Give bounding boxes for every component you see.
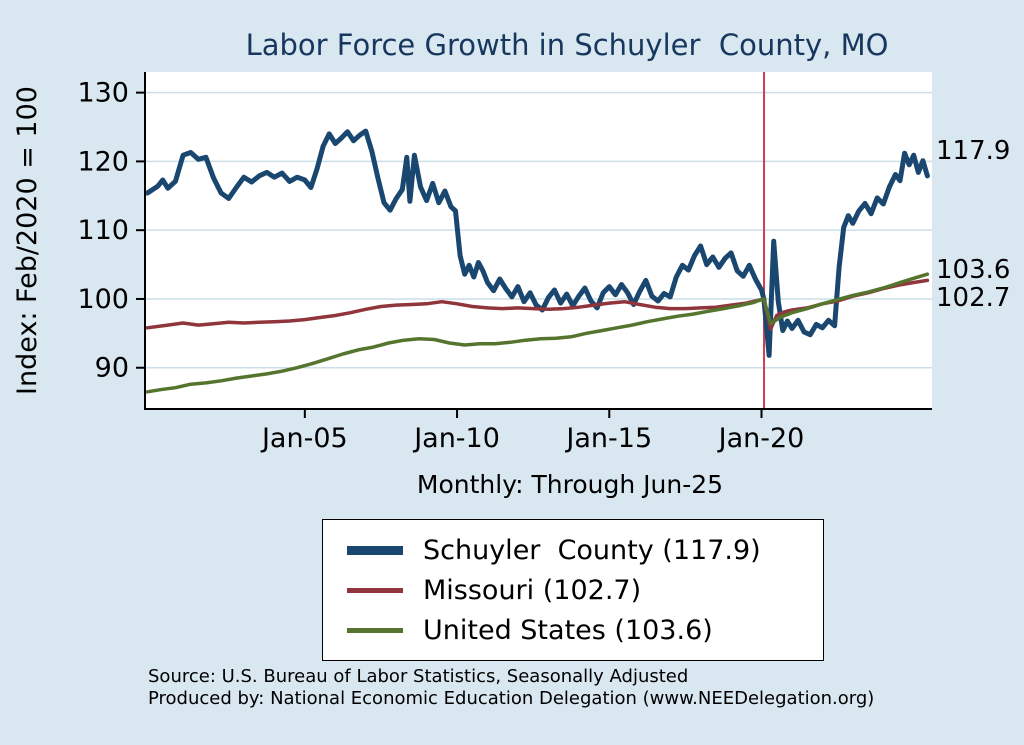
y-tick-label: 120	[77, 146, 129, 177]
y-tick-label: 90	[95, 353, 129, 384]
legend-row-missouri: Missouri (102.7)	[323, 570, 823, 610]
source-line-1: Source: U.S. Bureau of Labor Statistics,…	[148, 666, 689, 687]
chart-title: Labor Force Growth in Schuyler County, M…	[245, 28, 889, 62]
x-tick-label: Jan-10	[412, 423, 500, 454]
legend-row-schuyler-county: Schuyler County (117.9)	[323, 530, 823, 570]
plot-area	[145, 72, 932, 409]
legend: Schuyler County (117.9) Missouri (102.7)…	[322, 519, 824, 661]
legend-label-united-states: United States (103.6)	[423, 614, 713, 646]
legend-swatch-united-states	[347, 627, 403, 633]
series-line-schuyler-county	[144, 128, 930, 358]
x-tick-label: Jan-15	[564, 423, 652, 454]
legend-swatch-schuyler-county	[347, 545, 403, 555]
y-tick-label: 110	[77, 215, 129, 246]
end-label-missouri: 102.7	[936, 283, 1011, 313]
series-line-missouri	[145, 278, 930, 331]
end-label-united-states: 103.6	[936, 255, 1011, 285]
y-tick-label: 130	[77, 78, 129, 109]
x-axis-subtitle: Monthly: Through Jun-25	[416, 470, 724, 499]
end-label-schuyler-county: 117.9	[936, 136, 1011, 166]
series-line-united-states	[145, 272, 930, 394]
y-tick-label: 100	[77, 284, 129, 315]
x-tick-label: Jan-20	[717, 423, 805, 454]
legend-label-missouri: Missouri (102.7)	[423, 574, 642, 606]
legend-row-united-states: United States (103.6)	[323, 610, 823, 650]
legend-label-schuyler-county: Schuyler County (117.9)	[423, 534, 761, 566]
source-line-2: Produced by: National Economic Education…	[148, 688, 875, 709]
legend-swatch-missouri	[347, 587, 403, 593]
x-tick-label: Jan-05	[260, 423, 348, 454]
